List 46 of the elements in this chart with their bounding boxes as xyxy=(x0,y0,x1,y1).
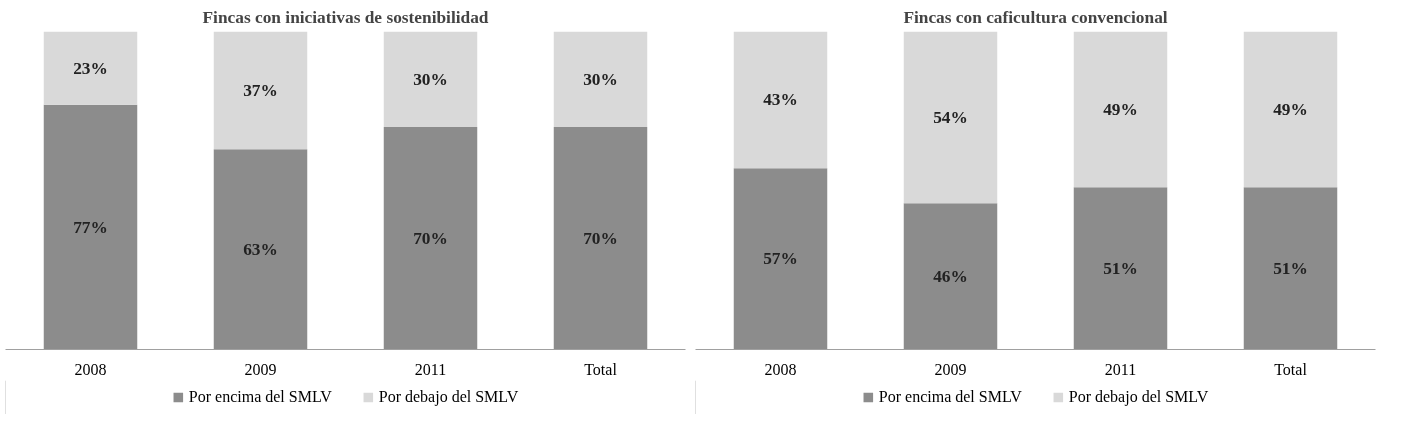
data-label: 54% xyxy=(933,107,968,127)
data-label: 57% xyxy=(763,249,798,269)
x-tick-label: 2011 xyxy=(1104,360,1137,378)
data-label: 23% xyxy=(73,58,108,78)
bar xyxy=(1243,31,1338,188)
x-tick-label: 2008 xyxy=(764,360,797,378)
bar xyxy=(213,31,308,150)
data-label: 46% xyxy=(933,266,968,286)
data-label: 77% xyxy=(73,217,108,237)
legend-label: Por encima del SMLV xyxy=(878,388,1022,406)
x-tick-label: 2011 xyxy=(414,360,447,378)
bar xyxy=(733,31,828,169)
x-tick-label: 2009 xyxy=(244,360,277,378)
x-tick-label: Total xyxy=(584,360,618,378)
chart-title: Fincas con caficultura convencional xyxy=(903,7,1168,27)
data-label: 49% xyxy=(1273,99,1308,119)
chart-title: Fincas con iniciativas de sostenibilidad xyxy=(202,7,489,27)
data-label: 63% xyxy=(243,239,278,259)
bar xyxy=(383,126,478,350)
bar xyxy=(43,31,138,105)
bar xyxy=(213,149,308,350)
bar xyxy=(1073,187,1168,350)
bar xyxy=(1243,187,1338,350)
data-label: 51% xyxy=(1103,258,1138,278)
x-tick-label: 2009 xyxy=(934,360,967,378)
data-label: 51% xyxy=(1273,258,1308,278)
bar xyxy=(1073,31,1168,188)
x-tick-label: Total xyxy=(1274,360,1308,378)
legend-label: Por encima del SMLV xyxy=(188,388,332,406)
bar xyxy=(553,31,648,127)
bar xyxy=(733,168,828,350)
data-label: 37% xyxy=(243,80,278,100)
legend-label: Por debajo del SMLV xyxy=(1068,388,1209,406)
bar xyxy=(383,31,478,127)
data-label: 30% xyxy=(583,69,618,89)
bar xyxy=(43,104,138,350)
data-label: 70% xyxy=(583,228,618,248)
data-label: 49% xyxy=(1103,99,1138,119)
bar xyxy=(903,203,998,350)
x-tick-label: 2008 xyxy=(74,360,107,378)
bar xyxy=(553,126,648,350)
legend-label: Por debajo del SMLV xyxy=(378,388,519,406)
data-label: 43% xyxy=(763,90,798,110)
data-label: 30% xyxy=(413,69,448,89)
bar xyxy=(903,31,998,204)
data-label: 70% xyxy=(413,228,448,248)
